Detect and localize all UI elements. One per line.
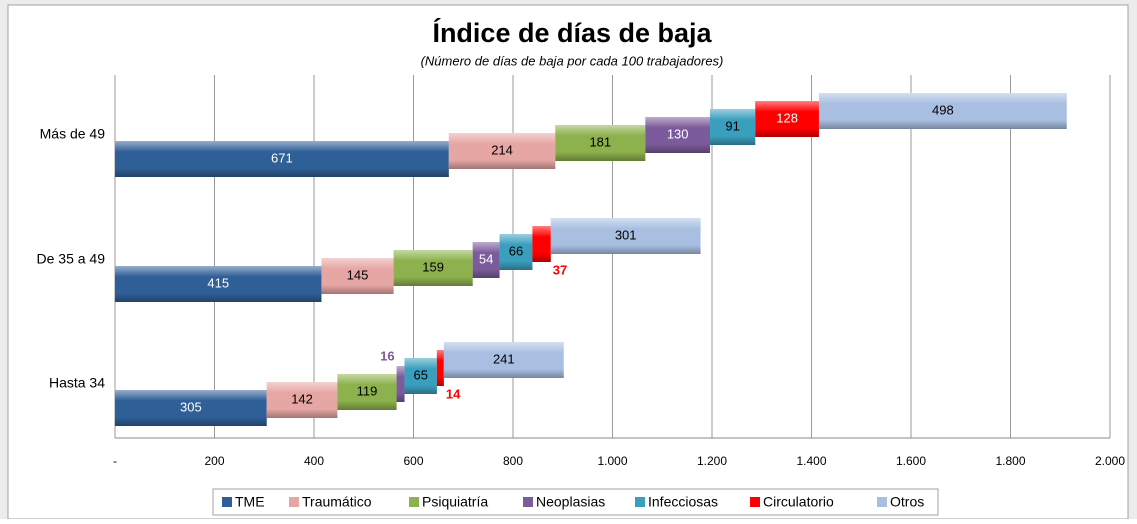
bar-shade [532,226,551,262]
chart-subtitle: (Número de días de baja por cada 100 tra… [421,53,724,68]
legend-swatch [289,497,299,507]
data-label: 16 [380,348,394,363]
x-tick-label: 1.400 [796,454,826,468]
bar-shade [645,117,711,153]
data-label: 37 [553,262,567,277]
data-label: 145 [347,267,369,282]
y-tick-label: Hasta 34 [49,375,105,391]
data-label: 119 [357,383,378,398]
data-label: 241 [493,351,515,366]
chart-area [7,4,1129,520]
bar-shade [448,133,556,169]
data-label: 128 [776,110,798,125]
chart-title: Índice de días de baja [432,17,712,48]
bar-shade [499,234,533,270]
bar-shade [555,125,646,161]
bar-shade [443,342,564,378]
bar-shade [321,258,394,294]
data-label: 159 [422,259,444,274]
data-label: 181 [589,134,611,149]
x-tick-label: 2.000 [1095,454,1125,468]
data-label: 415 [207,275,229,290]
bar-shade [115,266,322,302]
x-tick-label: 1.600 [896,454,926,468]
y-tick-label: Más de 49 [40,126,106,142]
bar-shade [472,242,500,278]
x-tick-label: 400 [304,454,324,468]
bar-shade [404,358,437,394]
legend-swatch [750,497,760,507]
bar-shade [115,390,267,426]
data-label: 301 [615,227,637,242]
bar-shade [436,350,444,386]
legend-swatch [635,497,645,507]
data-label: 54 [479,251,493,266]
data-label: 66 [509,243,523,258]
legend-label: Psiquiatría [422,494,488,510]
legend-label: Circulatorio [763,494,834,510]
data-label: 305 [180,399,202,414]
data-label: 498 [932,102,954,117]
data-label: 91 [725,118,739,133]
x-tick-label: 1.200 [697,454,727,468]
data-label: 65 [413,367,427,382]
x-tick-label: 1.000 [597,454,627,468]
legend-label: Infecciosas [648,494,718,510]
x-tick-label: - [113,454,117,468]
bar-shade [396,366,405,402]
legend-label: TME [235,494,265,510]
bar-shade [818,93,1067,129]
legend-label: Traumático [302,494,372,510]
legend-swatch [523,497,533,507]
data-label: 130 [667,126,689,141]
data-label: 214 [491,142,513,157]
legend-swatch [222,497,232,507]
legend-box [212,488,939,516]
x-tick-label: 1.800 [995,454,1025,468]
data-label: 671 [271,150,293,165]
y-tick-label: De 35 a 49 [37,251,106,267]
bar-shade [755,101,819,137]
bar-shade [337,374,397,410]
x-tick-label: 600 [403,454,423,468]
x-tick-label: 200 [204,454,224,468]
bar-shade [550,218,701,254]
x-tick-label: 800 [503,454,523,468]
bar-shade [115,141,449,177]
bar-shade [710,109,756,145]
legend-label: Neoplasias [536,494,605,510]
data-label: 142 [291,391,313,406]
bar-shade [266,382,338,418]
bar-shade [393,250,473,286]
legend-swatch [877,497,887,507]
data-label: 14 [446,386,461,401]
legend-label: Otros [890,494,924,510]
legend-swatch [409,497,419,507]
